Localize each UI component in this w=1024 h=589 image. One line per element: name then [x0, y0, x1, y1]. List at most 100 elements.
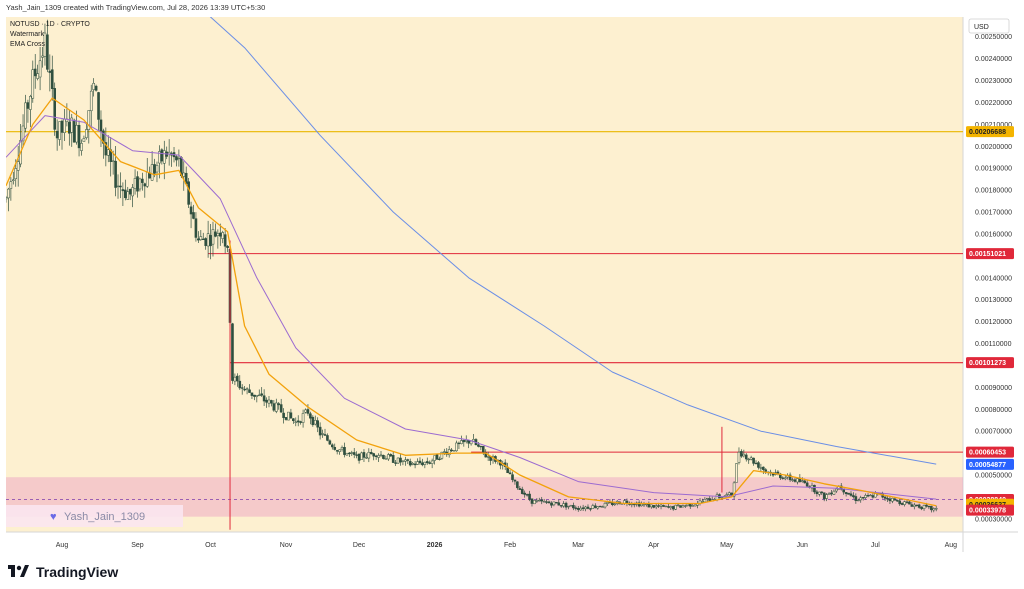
candle-body — [316, 420, 319, 428]
candle-body — [891, 498, 894, 502]
candle-body — [94, 85, 98, 91]
candle-body — [260, 393, 263, 396]
candle-body — [545, 501, 548, 503]
candle-body — [255, 395, 259, 397]
candle-body — [679, 505, 682, 508]
candle-body — [856, 499, 860, 502]
candle-body — [764, 469, 768, 472]
level-badge-2-bg[interactable] — [966, 357, 1014, 369]
candle-body — [182, 172, 186, 177]
y-tick-label-7: 0.00180000 — [975, 188, 1012, 195]
candle-body — [335, 450, 339, 452]
candle-body — [421, 462, 424, 466]
candle-body — [218, 232, 222, 237]
candle-body — [360, 452, 363, 460]
candle-body — [805, 482, 809, 487]
candle-body — [60, 120, 64, 133]
level-badge-3-bg[interactable] — [966, 446, 1014, 458]
candle-body — [450, 449, 453, 452]
candle-body — [26, 102, 30, 109]
candlestick-chart[interactable]: 0.00250000 0.00240000 0.00230000 0.00220000… — [4, 0, 1018, 552]
candle-body — [236, 375, 239, 382]
candle-body — [593, 505, 597, 508]
candle-body — [681, 505, 685, 508]
candle-body — [80, 143, 83, 151]
candle-body — [934, 508, 938, 510]
candle-body — [287, 411, 290, 421]
x-tick-label-12: Aug — [945, 542, 958, 549]
candle-body — [757, 462, 760, 468]
currency-badge[interactable] — [968, 18, 1010, 34]
candle-body — [740, 451, 743, 457]
candle-body — [440, 451, 444, 459]
candle-body — [214, 231, 217, 237]
candle-body — [749, 457, 753, 460]
candle-body — [715, 494, 719, 501]
candle-body — [662, 505, 665, 507]
candle-body — [567, 505, 570, 508]
candle-body — [253, 394, 256, 397]
candle-body — [143, 183, 147, 187]
candle-body — [36, 73, 39, 79]
y-tick-label-18: 0.00030000 — [975, 516, 1012, 523]
candle-body — [408, 461, 412, 466]
candle-body — [849, 493, 853, 496]
candle-body — [667, 506, 670, 508]
candle-body — [513, 479, 517, 482]
candle-body — [732, 482, 736, 497]
candle-body — [869, 494, 872, 497]
candle-body — [601, 506, 604, 508]
legend-ema-cross: EMA Cross — [10, 41, 46, 48]
ema-mid-line — [5, 115, 937, 500]
candle-body — [340, 447, 344, 450]
candle-body — [859, 497, 863, 501]
candle-body — [640, 503, 643, 507]
level-badge-1-bg[interactable] — [966, 248, 1014, 260]
candle-body — [194, 218, 198, 238]
candle-body — [820, 491, 824, 494]
candle-body — [89, 90, 93, 112]
candle-body — [250, 392, 254, 396]
candle-body — [68, 121, 71, 134]
candle-body — [355, 454, 358, 456]
candle-body — [791, 479, 794, 481]
y-tick-label-8: 0.00170000 — [975, 210, 1012, 217]
candle-body — [158, 151, 161, 164]
x-tick-label-3: Nov — [280, 542, 293, 549]
candle-body — [406, 459, 410, 461]
candle-body — [572, 505, 575, 509]
y-tick-label-15: 0.00080000 — [975, 407, 1012, 414]
candle-body — [121, 189, 125, 192]
candle-body — [87, 110, 91, 130]
price-badge-3-bg[interactable] — [966, 504, 1014, 516]
candle-body — [688, 503, 692, 507]
y-tick-label-11: 0.00130000 — [975, 297, 1012, 304]
price-badge-0-bg[interactable] — [966, 458, 1014, 470]
candle-body — [742, 453, 746, 457]
heart-icon: ♥ — [50, 511, 57, 523]
candle-body — [428, 462, 432, 464]
candle-body — [460, 440, 463, 444]
candle-body — [813, 484, 816, 493]
candle-body — [216, 233, 220, 236]
candle-body — [138, 178, 142, 190]
candle-body — [155, 165, 159, 173]
y-tick-label-13: 0.00110000 — [975, 341, 1012, 348]
candle-body — [462, 439, 466, 443]
candle-body — [671, 506, 675, 510]
candle-body — [525, 494, 529, 496]
candle-body — [162, 150, 166, 164]
candle-body — [481, 446, 485, 453]
level-badge-0: 0.00206688 — [969, 129, 1006, 136]
candle-body — [706, 497, 709, 500]
candle-body — [464, 440, 468, 442]
candle-body — [119, 185, 122, 188]
chart-area[interactable]: 0.00250000 0.00240000 0.00230000 0.00220000… — [4, 0, 1018, 552]
candle-body — [596, 506, 600, 509]
candle-body — [579, 507, 582, 511]
x-tick-label-7: Mar — [572, 542, 585, 549]
candle-body — [53, 88, 57, 130]
level-badge-0-bg[interactable] — [966, 126, 1014, 138]
candle-body — [737, 451, 741, 463]
candle-body — [177, 157, 181, 160]
